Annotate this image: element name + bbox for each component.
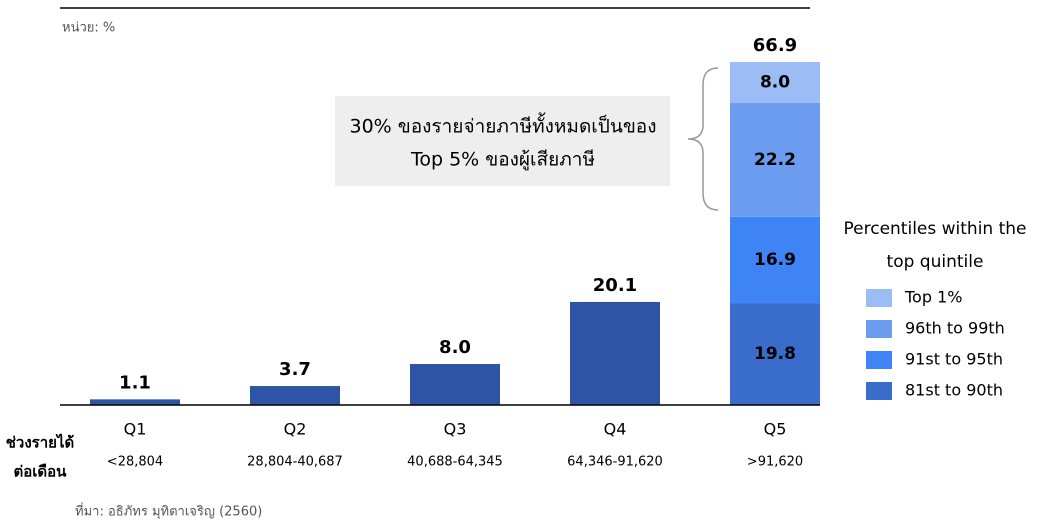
value-label: 20.1 — [593, 275, 637, 296]
value-label: 3.7 — [279, 359, 311, 380]
segment-label: 19.8 — [754, 344, 796, 364]
x-axis-label: ต่อเดือน — [14, 463, 68, 481]
bar — [570, 301, 660, 405]
bar-segment — [730, 62, 820, 104]
source: ที่มา: อธิภัทร มุทิตาเจริญ (2560) — [75, 503, 262, 520]
bar — [410, 363, 500, 405]
bar-segment — [730, 216, 820, 304]
legend-title: Percentiles within the — [844, 219, 1027, 239]
x-tick-label: Q4 — [604, 420, 627, 439]
x-tick-label: Q5 — [764, 420, 787, 439]
income-range: >91,620 — [747, 455, 803, 470]
bar — [90, 399, 180, 405]
segment-label: 8.0 — [760, 73, 790, 93]
legend-label: Top 1% — [904, 288, 962, 307]
annotation: Top 5% ของผู้เสียภาษี — [410, 149, 595, 171]
legend-title: top quintile — [887, 252, 984, 272]
x-tick-label: Q2 — [284, 420, 307, 439]
segment-label: 22.2 — [754, 150, 796, 170]
x-tick-label: Q3 — [444, 420, 467, 439]
bar-segment — [730, 103, 820, 217]
bar-segment — [730, 303, 820, 405]
value-label: 66.9 — [753, 35, 797, 56]
brace — [687, 67, 719, 211]
bar — [250, 386, 340, 405]
annotation-box — [335, 96, 670, 186]
x-tick-label: Q1 — [124, 420, 147, 439]
income-range: 28,804-40,687 — [247, 455, 343, 470]
legend-swatch — [866, 289, 892, 307]
x-axis-label: ช่วงรายได้ — [6, 433, 74, 452]
unit-note: หน่วย: % — [62, 21, 115, 36]
legend-swatch — [866, 351, 892, 369]
legend-swatch — [866, 382, 892, 400]
legend-label: 81st to 90th — [905, 381, 1003, 400]
annotation: 30% ของรายจ่ายภาษีทั้งหมดเป็นของ — [349, 113, 656, 138]
income-range: 64,346-91,620 — [567, 455, 663, 470]
legend-label: 91st to 95th — [905, 350, 1003, 369]
legend-swatch — [866, 320, 892, 338]
segment-label: 16.9 — [754, 250, 796, 270]
value-label: 8.0 — [439, 337, 471, 358]
legend-label: 96th to 99th — [905, 319, 1005, 338]
income-range: <28,804 — [107, 455, 163, 470]
income-range: 40,688-64,345 — [407, 455, 503, 470]
value-label: 1.1 — [119, 372, 151, 393]
